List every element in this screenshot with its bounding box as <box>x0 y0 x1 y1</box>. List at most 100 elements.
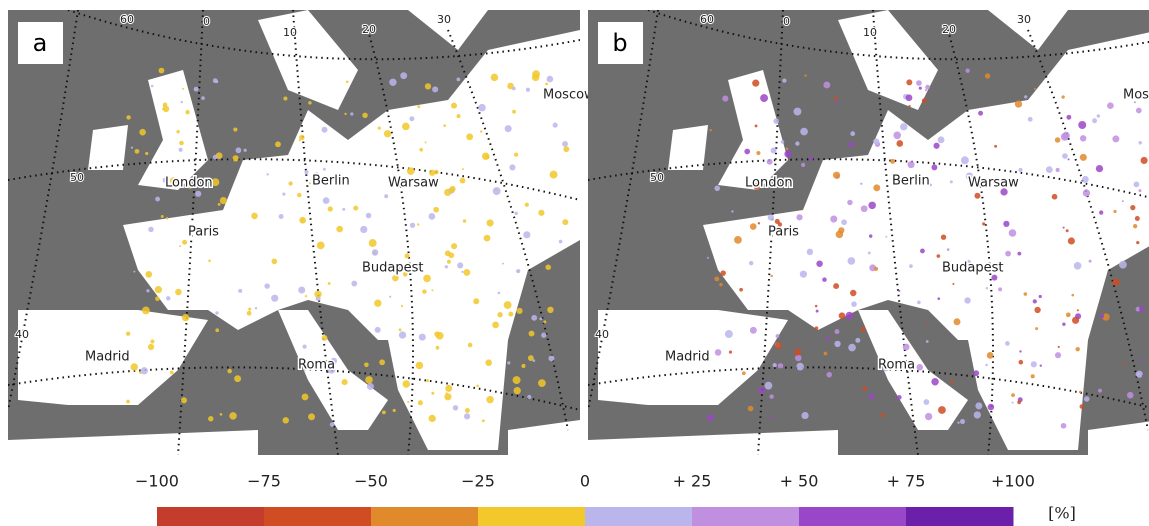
anomaly-speck <box>927 324 929 326</box>
anomaly-speck <box>426 379 429 382</box>
anomaly-speck <box>344 113 346 115</box>
anomaly-speck <box>794 349 801 356</box>
anomaly-speck <box>759 387 766 394</box>
anomaly-speck <box>1055 137 1061 143</box>
anomaly-speck <box>215 80 218 83</box>
anomaly-speck <box>525 203 529 207</box>
anomaly-speck <box>1005 251 1011 257</box>
anomaly-speck <box>781 140 785 144</box>
anomaly-speck <box>545 264 551 270</box>
anomaly-speck <box>126 115 130 119</box>
anomaly-speck <box>146 289 149 292</box>
anomaly-speck <box>403 380 411 388</box>
anomaly-speck <box>947 248 950 251</box>
anomaly-speck <box>770 275 772 277</box>
anomaly-speck <box>208 416 213 421</box>
anomaly-speck <box>135 149 140 154</box>
anomaly-speck <box>909 264 913 268</box>
anomaly-speck <box>375 327 381 333</box>
anomaly-speck <box>1140 358 1143 361</box>
anomaly-speck <box>194 87 199 92</box>
anomaly-speck <box>731 210 733 212</box>
anomaly-speck <box>748 406 754 412</box>
anomaly-speck <box>445 385 452 392</box>
anomaly-speck <box>468 343 473 348</box>
anomaly-speck <box>514 387 521 394</box>
graticule-label: 40 <box>15 328 29 341</box>
anomaly-speck <box>1024 95 1027 98</box>
anomaly-speck <box>931 164 937 170</box>
anomaly-speck <box>982 222 985 225</box>
anomaly-speck <box>176 130 179 133</box>
anomaly-speck <box>271 259 277 265</box>
anomaly-speck <box>460 178 466 184</box>
anomaly-speck <box>974 193 980 199</box>
anomaly-speck <box>543 320 546 323</box>
anomaly-speck <box>417 105 420 108</box>
anomaly-speck <box>148 227 153 232</box>
anomaly-speck <box>447 260 451 264</box>
anomaly-speck <box>328 206 333 211</box>
anomaly-speck <box>869 394 875 400</box>
map-panel: b6001020305040LondonBerlinWarsawParisBud… <box>588 10 1149 455</box>
anomaly-speck <box>834 97 838 101</box>
anomaly-speck <box>182 314 189 321</box>
anomaly-speck <box>919 87 922 90</box>
anomaly-speck <box>941 234 946 239</box>
anomaly-speck <box>830 215 837 222</box>
anomaly-speck <box>860 183 862 185</box>
anomaly-speck <box>1138 141 1142 145</box>
anomaly-speck <box>322 335 328 341</box>
anomaly-speck <box>443 124 446 127</box>
anomaly-speck <box>227 369 231 373</box>
anomaly-speck <box>1033 299 1037 303</box>
panel-label: a <box>33 29 48 57</box>
anomaly-speck <box>220 413 223 416</box>
anomaly-speck <box>432 86 438 92</box>
anomaly-speck <box>444 393 451 400</box>
anomaly-speck <box>314 291 321 298</box>
anomaly-speck <box>304 170 308 174</box>
anomaly-speck <box>964 297 970 303</box>
anomaly-speck <box>148 344 154 350</box>
anomaly-speck <box>784 150 791 157</box>
anomaly-speck <box>1062 323 1065 326</box>
anomaly-speck <box>422 289 426 293</box>
anomaly-speck <box>1074 262 1082 270</box>
anomaly-speck <box>350 112 353 115</box>
anomaly-speck <box>548 355 554 361</box>
anomaly-speck <box>145 271 152 278</box>
anomaly-speck <box>1083 189 1090 196</box>
colorbar-tick-label: 0 <box>580 472 590 491</box>
anomaly-speck <box>908 105 910 107</box>
anomaly-speck <box>507 361 510 364</box>
anomaly-speck <box>961 156 969 164</box>
anomaly-speck <box>407 167 415 175</box>
anomaly-speck <box>1139 189 1142 192</box>
anomaly-speck <box>722 96 728 102</box>
anomaly-speck <box>364 362 369 367</box>
anomaly-speck <box>275 141 281 147</box>
anomaly-speck <box>931 378 938 385</box>
anomaly-speck <box>514 153 518 157</box>
anomaly-speck <box>974 411 981 418</box>
anomaly-speck <box>553 123 558 128</box>
colorbar-tick-label: −50 <box>354 472 388 491</box>
anomaly-speck <box>419 148 423 152</box>
anomaly-speck <box>801 412 808 419</box>
anomaly-speck <box>848 257 856 265</box>
anomaly-speck <box>862 386 867 391</box>
anomaly-speck <box>431 289 433 291</box>
anomaly-speck <box>155 286 162 293</box>
anomaly-speck <box>201 96 205 100</box>
graticule-label: 0 <box>203 15 210 28</box>
anomaly-speck <box>463 269 470 276</box>
anomaly-speck <box>767 159 773 165</box>
anomaly-speck <box>1012 402 1014 404</box>
anomaly-speck <box>236 147 242 153</box>
anomaly-speck <box>1072 317 1079 324</box>
colorbar-tick-label: + 25 <box>673 472 712 491</box>
anomaly-speck <box>232 155 238 161</box>
anomaly-speck <box>175 289 181 295</box>
colorbar-tick-label: + 75 <box>887 472 926 491</box>
